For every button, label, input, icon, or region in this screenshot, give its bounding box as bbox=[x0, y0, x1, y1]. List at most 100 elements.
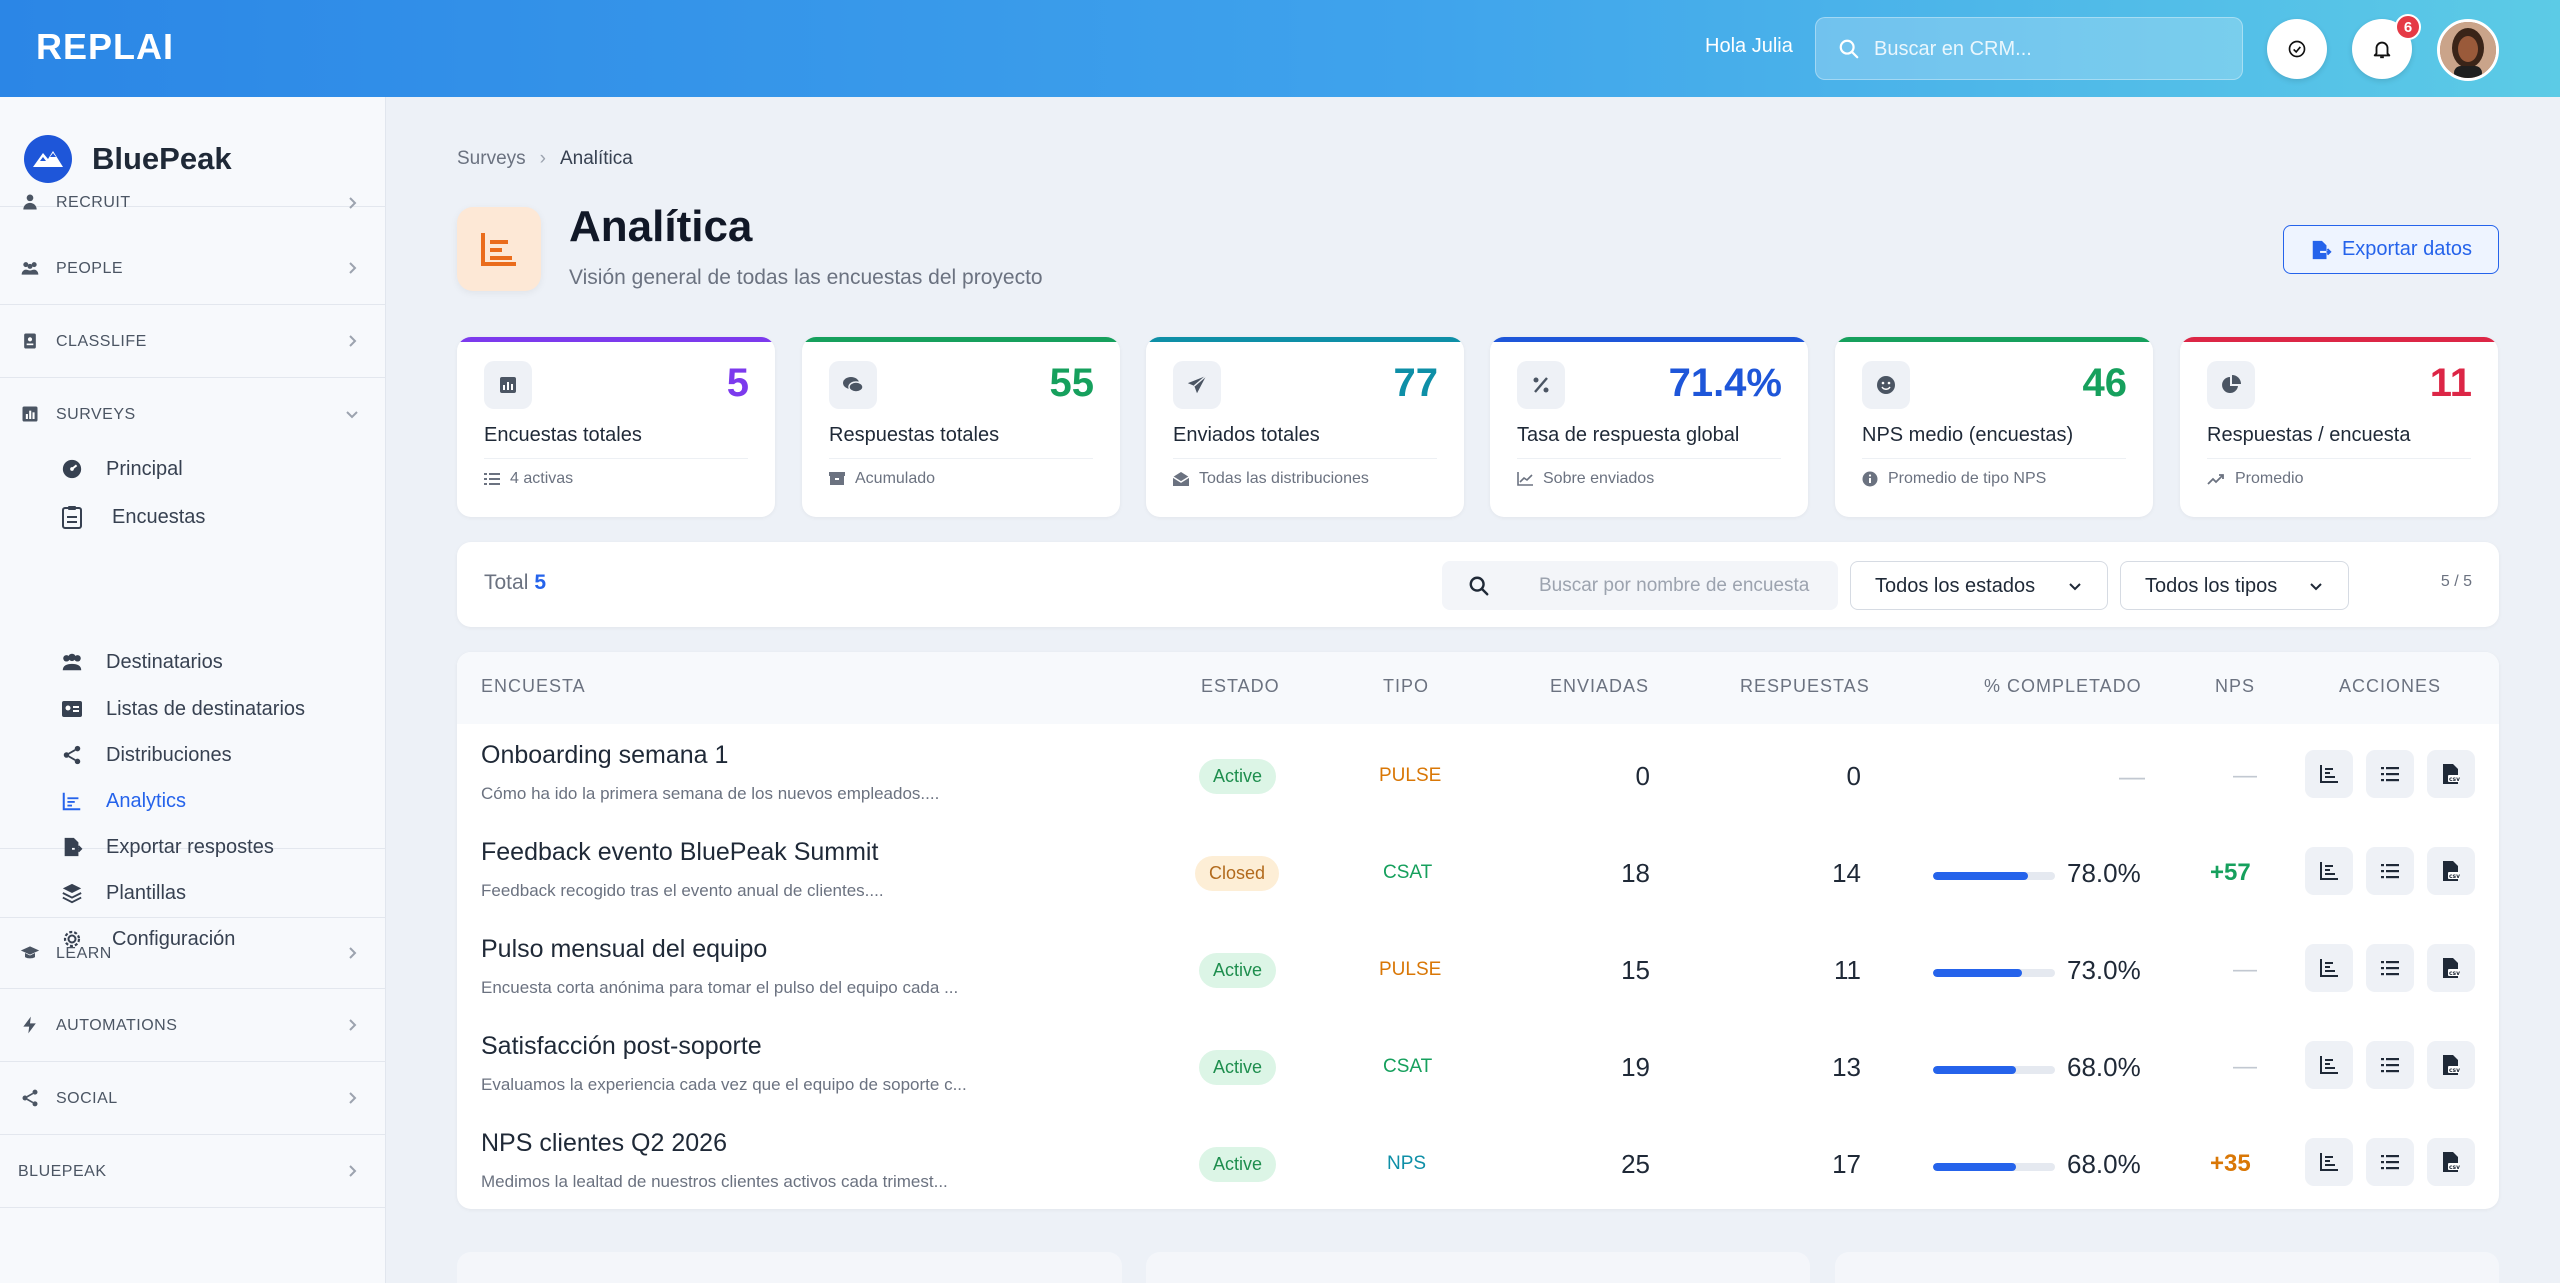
completion-progress-bar bbox=[1933, 1163, 2055, 1171]
column-header[interactable]: ENCUESTA bbox=[481, 676, 586, 696]
sidebar-item-plantillas[interactable]: Plantillas bbox=[60, 873, 186, 913]
table-row[interactable]: NPS clientes Q2 2026 Medimos la lealtad … bbox=[457, 1112, 2499, 1209]
list-icon bbox=[484, 473, 500, 485]
sidebar-item-analytics[interactable]: Analytics bbox=[60, 781, 186, 821]
survey-search-input[interactable]: Buscar por nombre de encuesta bbox=[1442, 561, 1838, 610]
org-switcher[interactable]: BluePeak bbox=[24, 135, 232, 183]
sidebar-section-label: PEOPLE bbox=[56, 260, 124, 277]
column-header[interactable]: % COMPLETADO bbox=[1984, 676, 2142, 696]
sidebar-item-listas-destinatarios[interactable]: Listas de destinatarios bbox=[60, 689, 305, 729]
sidebar-section-surveys[interactable]: SURVEYS bbox=[0, 379, 386, 849]
export-csv-button[interactable]: csv bbox=[2427, 1138, 2475, 1186]
view-analytics-button[interactable] bbox=[2305, 944, 2353, 992]
survey-type-label: NPS bbox=[1387, 1153, 1427, 1174]
view-responses-button[interactable] bbox=[2366, 944, 2414, 992]
view-responses-button[interactable] bbox=[2366, 1138, 2414, 1186]
view-analytics-button[interactable] bbox=[2305, 750, 2353, 798]
chart-line-icon bbox=[2320, 959, 2338, 977]
sent-count: 18 bbox=[1621, 858, 1650, 888]
sidebar-section-recruit[interactable]: RECRUIT bbox=[0, 97, 386, 211]
sidebar-section-social[interactable]: SOCIAL bbox=[0, 1063, 386, 1135]
sidebar-section-bluepeak[interactable]: BLUEPEAK bbox=[0, 1136, 386, 1208]
sidebar-item-exportar[interactable]: Exportar respostes bbox=[60, 827, 274, 867]
sidebar-item-encuestas[interactable]: Encuestas bbox=[60, 497, 205, 537]
export-csv-button[interactable]: csv bbox=[2427, 1041, 2475, 1089]
kpi-divider bbox=[484, 458, 748, 459]
chart-line-icon bbox=[2320, 765, 2338, 783]
chevron-right-icon bbox=[349, 335, 357, 347]
view-responses-button[interactable] bbox=[2366, 847, 2414, 895]
column-header[interactable]: ENVIADAS bbox=[1550, 676, 1650, 696]
comments-icon bbox=[829, 361, 877, 409]
kpi-footnote-text: Acumulado bbox=[855, 470, 936, 487]
export-csv-button[interactable]: csv bbox=[2427, 944, 2475, 992]
sidebar-section-learn[interactable]: LEARN bbox=[0, 917, 386, 989]
avatar-image bbox=[2440, 22, 2496, 78]
list-icon bbox=[2381, 961, 2399, 976]
survey-name-link[interactable]: NPS clientes Q2 2026 bbox=[481, 1129, 727, 1157]
kpi-card-enviados-totales: 77 Enviados totales Todas las distribuci… bbox=[1146, 337, 1464, 517]
kpi-value: 5 bbox=[726, 361, 749, 405]
sent-count: 0 bbox=[1635, 761, 1650, 791]
sidebar-item-destinatarios[interactable]: Destinatarios bbox=[60, 642, 223, 682]
view-responses-button[interactable] bbox=[2366, 750, 2414, 798]
sidebar-item-configuracion[interactable]: Configuración bbox=[60, 919, 235, 959]
person-icon bbox=[23, 194, 37, 210]
table-row[interactable]: Satisfacción post-soporte Evaluamos la e… bbox=[457, 1015, 2499, 1112]
breadcrumb-surveys-link[interactable]: Surveys bbox=[457, 148, 526, 169]
status-badge: Active bbox=[1199, 1050, 1277, 1085]
export-data-button[interactable]: Exportar datos bbox=[2283, 225, 2499, 274]
export-csv-button[interactable]: csv bbox=[2427, 750, 2475, 798]
status-badge: Closed bbox=[1195, 856, 1280, 891]
sidebar-section-classlife[interactable]: CLASSLIFE bbox=[0, 306, 386, 378]
status-filter-select[interactable]: Todos los estados bbox=[1850, 561, 2108, 610]
svg-text:csv: csv bbox=[2449, 776, 2460, 783]
survey-name-link[interactable]: Feedback evento BluePeak Summit bbox=[481, 838, 879, 866]
app-logo[interactable]: REPLAI bbox=[36, 26, 175, 67]
sidebar: BluePeak RECRUIT PEOPLE CLASSLIFE SURVEY… bbox=[0, 97, 386, 1283]
sidebar-section-label: LEARN bbox=[56, 945, 112, 962]
table-row[interactable]: Feedback evento BluePeak Summit Feedback… bbox=[457, 821, 2499, 918]
kpi-label: Enviados totales bbox=[1173, 424, 1320, 446]
column-header[interactable]: NPS bbox=[2215, 676, 2256, 696]
sidebar-section-automations[interactable]: AUTOMATIONS bbox=[0, 990, 386, 1062]
view-analytics-button[interactable] bbox=[2305, 847, 2353, 895]
view-responses-button[interactable] bbox=[2366, 1041, 2414, 1089]
info-icon bbox=[1862, 471, 1878, 487]
tasks-button[interactable] bbox=[2267, 19, 2327, 79]
kpi-footnote-text: Promedio bbox=[2235, 470, 2304, 487]
kpi-footnote: Todas las distribuciones bbox=[1173, 470, 1369, 488]
export-csv-button[interactable]: csv bbox=[2427, 847, 2475, 895]
search-icon bbox=[1469, 576, 1489, 596]
crm-search-input[interactable]: Buscar en CRM... bbox=[1815, 17, 2243, 80]
box-icon bbox=[829, 472, 845, 485]
table-row[interactable]: Pulso mensual del equipo Encuesta corta … bbox=[457, 918, 2499, 1015]
sidebar-section-people[interactable]: PEOPLE bbox=[0, 233, 386, 305]
column-header[interactable]: ESTADO bbox=[1201, 676, 1280, 696]
survey-name-link[interactable]: Satisfacción post-soporte bbox=[481, 1032, 762, 1060]
top-bar: REPLAI Hola Julia Buscar en CRM... 6 bbox=[0, 0, 2560, 97]
user-avatar[interactable] bbox=[2437, 19, 2499, 81]
kpi-card-encuestas-totales: 5 Encuestas totales 4 activas bbox=[457, 337, 775, 517]
kpi-value: 46 bbox=[2082, 361, 2128, 405]
sidebar-section-label: CLASSLIFE bbox=[56, 333, 147, 350]
pie-chart-icon bbox=[2207, 361, 2255, 409]
survey-name-link[interactable]: Onboarding semana 1 bbox=[481, 741, 729, 769]
select-value: Todos los estados bbox=[1875, 575, 2036, 597]
kpi-label: Respuestas / encuesta bbox=[2207, 424, 2411, 446]
sidebar-item-label: Distribuciones bbox=[106, 743, 232, 766]
survey-name-link[interactable]: Pulso mensual del equipo bbox=[481, 935, 768, 963]
nps-score: — bbox=[2233, 956, 2257, 983]
column-header[interactable]: ACCIONES bbox=[2339, 676, 2442, 696]
kpi-label: Respuestas totales bbox=[829, 424, 1000, 446]
type-filter-select[interactable]: Todos los tipos bbox=[2120, 561, 2349, 610]
column-header[interactable]: TIPO bbox=[1383, 676, 1430, 696]
sidebar-item-distribuciones[interactable]: Distribuciones bbox=[60, 735, 232, 775]
file-csv-icon: csv bbox=[2443, 861, 2460, 881]
view-analytics-button[interactable] bbox=[2305, 1138, 2353, 1186]
sidebar-item-principal[interactable]: Principal bbox=[60, 449, 183, 489]
clipboard-icon bbox=[60, 505, 84, 529]
table-row[interactable]: Onboarding semana 1 Cómo ha ido la prime… bbox=[457, 724, 2499, 821]
column-header[interactable]: RESPUESTAS bbox=[1740, 676, 1870, 696]
view-analytics-button[interactable] bbox=[2305, 1041, 2353, 1089]
